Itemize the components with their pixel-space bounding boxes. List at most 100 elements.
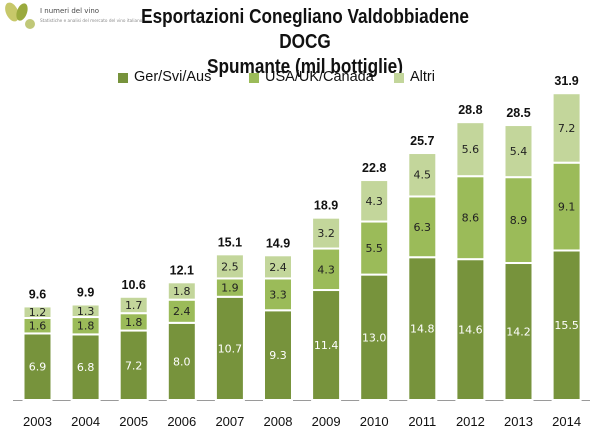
total-label-2003: 9.6 — [29, 287, 46, 301]
x-tick-label-2014: 2014 — [552, 414, 581, 429]
data-label-usa-uk-canada-2010: 5.5 — [365, 242, 383, 255]
data-label-ger-svi-aus-2014: 15.5 — [554, 319, 579, 332]
bar-segment-altri-2010 — [359, 179, 390, 223]
x-tick-label-2004: 2004 — [71, 414, 100, 429]
data-label-altri-2010: 4.3 — [365, 195, 383, 208]
bar-segment-altri-2013 — [503, 124, 534, 179]
logo-grape-icon — [25, 19, 35, 29]
bar-segment-altri-2006 — [166, 281, 197, 301]
data-label-ger-svi-aus-2012: 14.6 — [458, 324, 483, 337]
total-label-2013: 28.5 — [506, 106, 530, 120]
legend-swatch-ger-svi-aus — [118, 73, 128, 83]
data-label-usa-uk-canada-2013: 8.9 — [510, 214, 528, 227]
bar-segment-ger-svi-aus-2014 — [551, 249, 582, 401]
bar-segment-altri-2008 — [263, 254, 293, 280]
data-label-ger-svi-aus-2010: 13.0 — [362, 331, 387, 344]
bar-segment-usa-uk-canada-2009 — [311, 247, 342, 292]
bar-segment-ger-svi-aus-2006 — [166, 321, 197, 401]
total-label-2006: 12.1 — [170, 263, 194, 277]
data-label-usa-uk-canada-2011: 6.3 — [414, 221, 432, 234]
x-tick-label-2011: 2011 — [408, 414, 436, 429]
bar-segment-ger-svi-aus-2007 — [214, 295, 245, 401]
total-label-2010: 22.8 — [362, 161, 386, 175]
bars-layer — [13, 92, 590, 402]
data-label-altri-2013: 5.4 — [510, 145, 528, 158]
bar-segment-ger-svi-aus-2013 — [503, 262, 534, 402]
legend: Ger/Svi/Aus USA/UK/Canada Altri — [118, 66, 478, 90]
data-label-altri-2011: 4.5 — [414, 169, 432, 182]
bar-segment-ger-svi-aus-2008 — [263, 309, 293, 401]
bar-segment-usa-uk-canada-2012 — [455, 175, 486, 261]
bar-segment-altri-2012 — [455, 121, 486, 178]
legend-label-ger-svi-aus: Ger/Svi/Aus — [134, 69, 212, 85]
logo-tagline: Statistiche e analisi del mercato del vi… — [40, 18, 143, 24]
data-label-ger-svi-aus-2007: 10.7 — [218, 342, 243, 355]
labels-layer: 6.9 1.61.2 9.6 2003 6.8 1.8 1.3 9.9 2004 7.2 1.8 1.… — [23, 74, 581, 429]
logo-leaf-icon — [16, 3, 28, 21]
data-label-ger-svi-aus-2011: 14.8 — [410, 323, 435, 336]
data-label-usa-uk-canada-2004: 1.8 — [77, 320, 95, 333]
legend-label-altri: Altri — [410, 69, 435, 85]
data-label-usa-uk-canada-2012: 8.6 — [462, 212, 480, 225]
x-tick-label-2006: 2006 — [167, 414, 196, 429]
x-tick-label-2005: 2005 — [119, 414, 148, 429]
data-label-ger-svi-aus-2003: 6.9 — [29, 361, 47, 374]
total-label-2012: 28.8 — [458, 103, 482, 117]
data-label-altri-2003: 1.2 — [29, 306, 47, 319]
data-label-usa-uk-canada-2014: 9.1 — [558, 201, 576, 214]
chart-title-line1: Esportazioni Conegliano Valdobbiadene DO… — [141, 6, 469, 53]
chart-title: Esportazioni Conegliano Valdobbiadene DO… — [120, 5, 490, 80]
data-label-altri-2008: 2.4 — [269, 261, 287, 274]
data-label-usa-uk-canada-2009: 4.3 — [317, 263, 335, 276]
data-label-altri-2009: 3.2 — [317, 227, 335, 240]
data-label-altri-2004: 1.3 — [77, 305, 95, 318]
data-label-ger-svi-aus-2013: 14.2 — [506, 326, 531, 339]
data-label-altri-2014: 7.2 — [558, 122, 576, 135]
bar-segment-altri-2004 — [70, 303, 101, 319]
data-label-usa-uk-canada-2008: 3.3 — [269, 288, 287, 301]
total-label-2004: 9.9 — [77, 285, 94, 299]
data-label-altri-2007: 2.5 — [221, 260, 239, 273]
bar-segment-altri-2005 — [118, 295, 149, 315]
data-label-usa-uk-canada-2005: 1.8 — [125, 316, 143, 329]
data-label-ger-svi-aus-2004: 6.8 — [77, 361, 95, 374]
bar-segment-ger-svi-aus-2010 — [359, 273, 390, 401]
total-label-2011: 25.7 — [410, 134, 434, 148]
bar-segment-usa-uk-canada-2013 — [503, 176, 534, 265]
data-label-usa-uk-canada-2007: 1.9 — [221, 282, 239, 295]
logo-title: I numeri del vino — [40, 7, 100, 15]
bar-segment-usa-uk-canada-2008 — [263, 277, 293, 312]
legend-swatch-usa-uk-canada — [249, 73, 259, 83]
legend-swatch-altri — [394, 73, 404, 83]
total-label-2005: 10.6 — [122, 278, 146, 292]
total-label-2009: 18.9 — [314, 199, 338, 213]
logo — [5, 2, 35, 29]
bar-segment-altri-2003 — [22, 305, 53, 319]
bar-segment-usa-uk-canada-2014 — [551, 161, 582, 252]
logo-leaf-icon — [5, 2, 19, 22]
total-label-2007: 15.1 — [218, 235, 242, 249]
bar-segment-altri-2009 — [311, 216, 342, 250]
data-label-altri-2012: 5.6 — [462, 143, 480, 156]
bar-segment-ger-svi-aus-2009 — [311, 289, 342, 401]
x-tick-label-2008: 2008 — [264, 414, 293, 429]
data-label-ger-svi-aus-2009: 11.4 — [314, 339, 339, 352]
x-tick-label-2003: 2003 — [23, 414, 52, 429]
bar-segment-altri-2014 — [551, 92, 582, 164]
x-tick-label-2012: 2012 — [456, 414, 485, 429]
x-tick-label-2007: 2007 — [215, 414, 244, 429]
legend-label-usa-uk-canada: USA/UK/Canada — [265, 69, 374, 85]
total-label-2008: 14.9 — [266, 236, 290, 250]
data-label-altri-2005: 1.7 — [125, 299, 143, 312]
bar-segment-altri-2007 — [214, 253, 245, 280]
x-tick-label-2009: 2009 — [312, 414, 341, 429]
data-label-ger-svi-aus-2006: 8.0 — [173, 355, 191, 368]
x-tick-label-2013: 2013 — [504, 414, 533, 429]
data-label-usa-uk-canada-2003: 1.6 — [29, 320, 47, 333]
total-label-2014: 31.9 — [554, 74, 578, 88]
data-label-ger-svi-aus-2005: 7.2 — [125, 359, 143, 372]
bar-segment-ger-svi-aus-2012 — [455, 258, 486, 402]
chart-subtitle: Spumante (mil bottiglie) — [207, 56, 403, 78]
data-label-altri-2006: 1.8 — [173, 285, 191, 298]
